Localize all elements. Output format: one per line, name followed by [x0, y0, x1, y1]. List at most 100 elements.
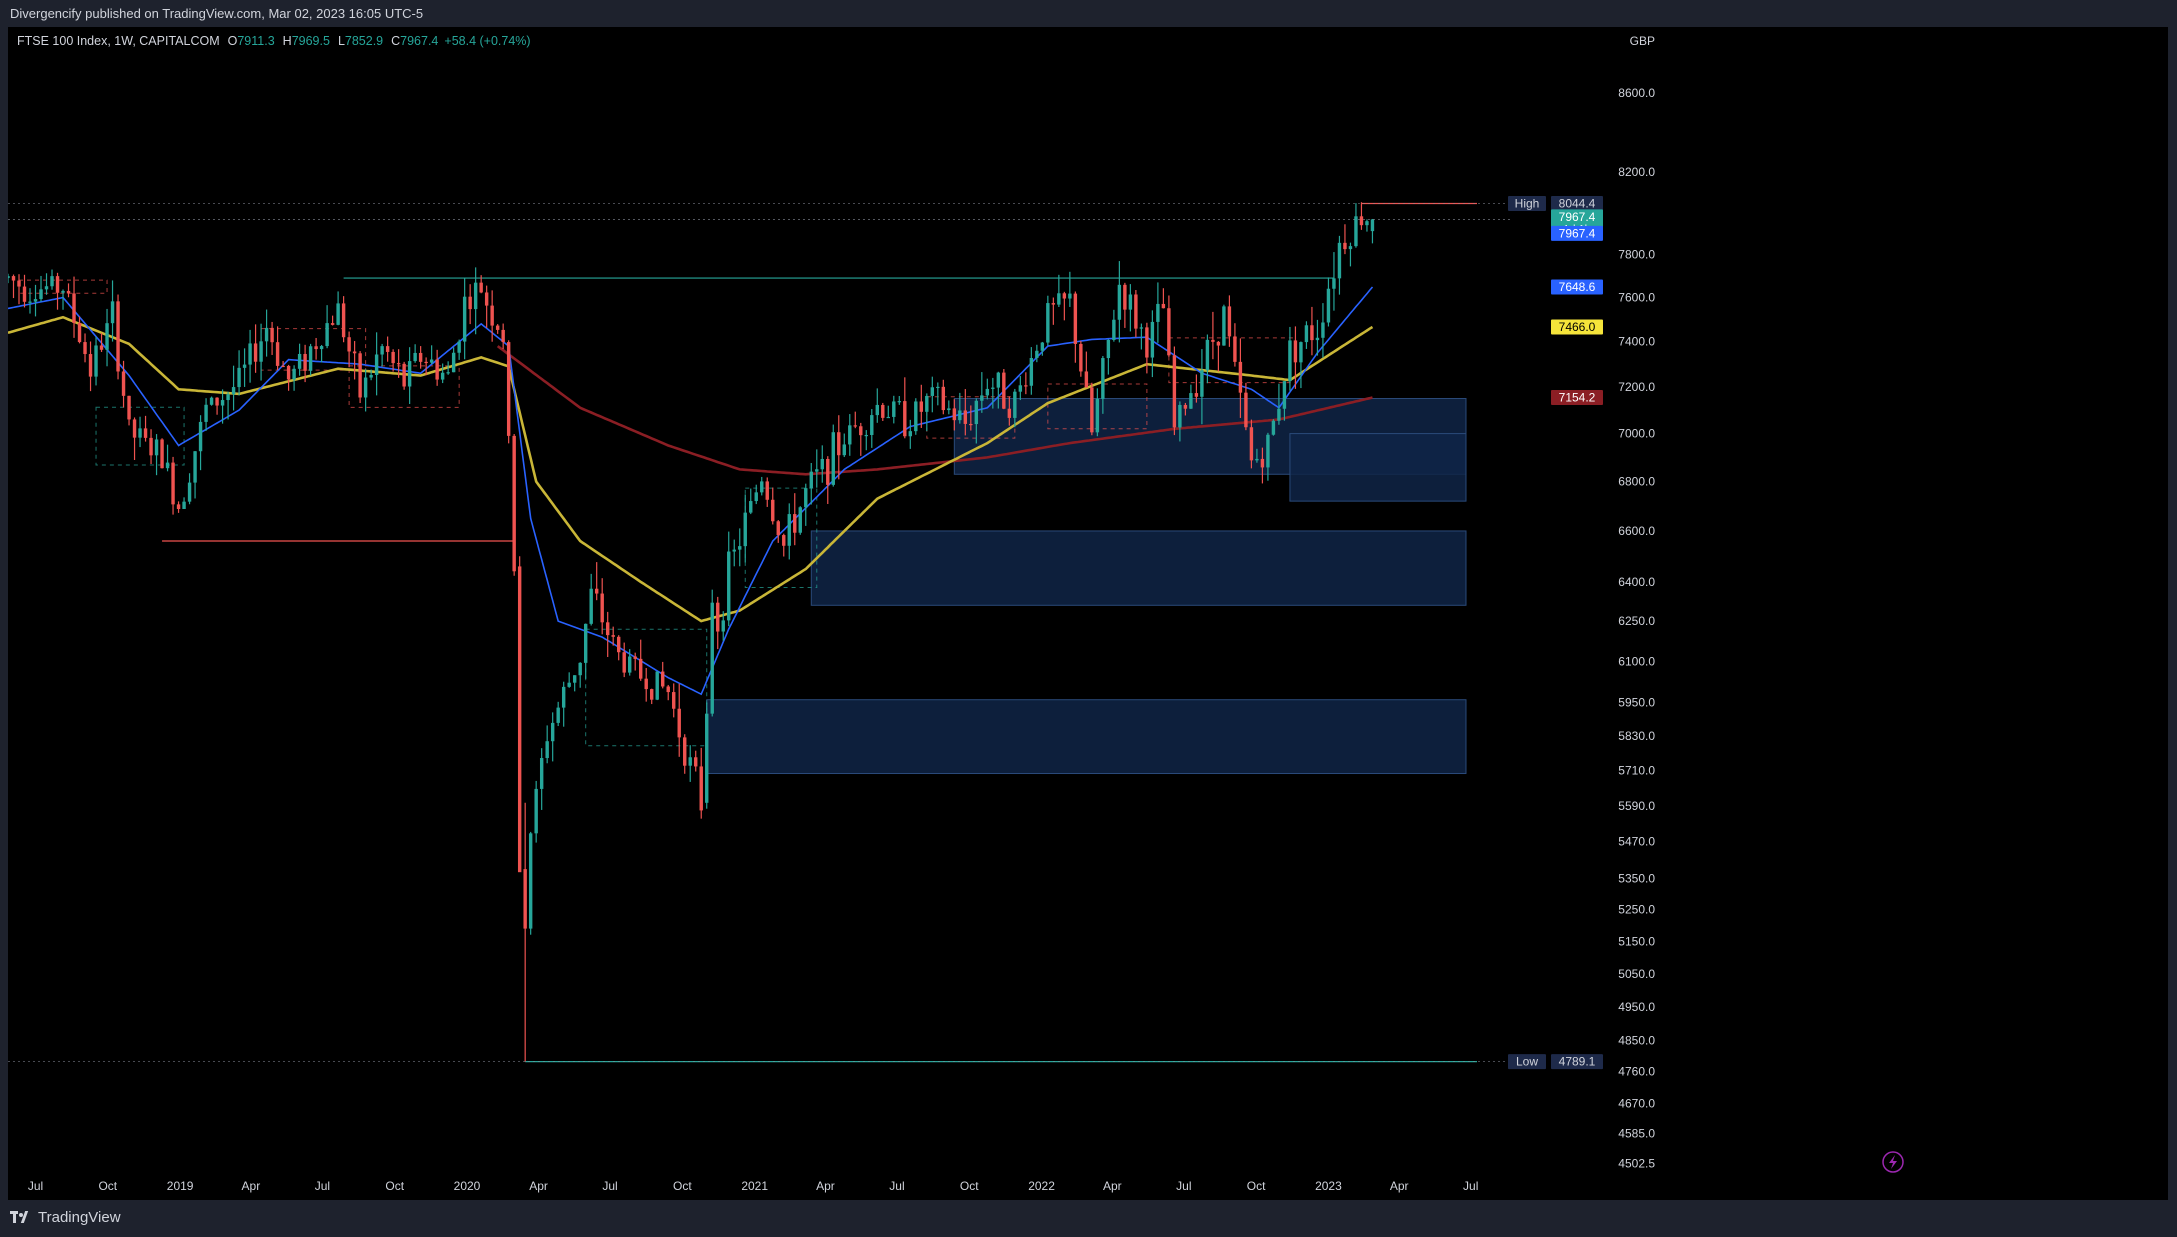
candle-body: [1260, 458, 1265, 468]
candle-body: [143, 428, 148, 438]
candle-body: [1227, 306, 1232, 337]
candle-body: [699, 766, 703, 811]
candle-body: [952, 408, 957, 421]
candle-body: [1117, 284, 1122, 320]
candle-body: [721, 620, 725, 632]
candle-body: [672, 692, 676, 709]
time-tick-label: Jul: [1463, 1179, 1478, 1193]
candle-body: [220, 400, 225, 406]
candle-body: [237, 367, 241, 388]
price-chart[interactable]: 8600.0 8200.0 7800.0 7600.0 7400.0 7200.0 7000…: [6, 27, 2168, 1200]
candle-body: [391, 351, 395, 364]
candle-body: [539, 758, 544, 789]
candle-body: [528, 833, 533, 929]
candle-body: [694, 757, 698, 767]
candle-body: [782, 535, 786, 546]
price-label-bg: [1551, 225, 1603, 241]
candle-body: [732, 549, 736, 552]
candle-body: [336, 303, 340, 325]
candle-body: [793, 514, 797, 533]
candle-body: [1315, 337, 1320, 341]
candle-body: [628, 656, 632, 673]
close-value: 7967.4: [400, 34, 438, 48]
candle-body: [1013, 391, 1017, 418]
candle-body: [402, 363, 406, 387]
time-tick-label: 2019: [167, 1179, 194, 1193]
candle-body: [50, 276, 54, 287]
candle-body: [325, 323, 329, 347]
candle-body: [1326, 288, 1331, 323]
high-label: H: [283, 34, 292, 48]
candle-body: [1222, 306, 1226, 346]
candle-body: [1299, 342, 1303, 363]
candle-body: [1084, 371, 1089, 388]
high-value: 7969.5: [292, 34, 330, 48]
candle-body: [490, 305, 494, 326]
candle-body: [1079, 343, 1083, 372]
price-label-bg: [1551, 279, 1603, 295]
price-tick-label: 7600.0: [1618, 291, 1655, 305]
candle-body: [545, 741, 549, 759]
candle-body: [176, 504, 181, 510]
candle-body: [77, 322, 82, 343]
candle-body: [424, 361, 428, 364]
candle-body: [1046, 303, 1050, 343]
candle-body: [859, 426, 863, 436]
candle-body: [440, 372, 445, 380]
publisher-line: Divergencify published on TradingView.co…: [10, 6, 424, 21]
candle-body: [374, 354, 379, 375]
candle-body: [1249, 427, 1254, 461]
price-tick-label: 4760.0: [1618, 1065, 1655, 1079]
price-tick-label: 5830.0: [1618, 729, 1655, 743]
candle-body: [1282, 381, 1287, 409]
ohlc-values: O7911.3 H7969.5 L7852.9 C7967.4 +58.4 (+0.74…: [228, 34, 531, 48]
time-tick-label: Apr: [1103, 1179, 1122, 1193]
candle-body: [369, 374, 373, 378]
candle-body: [380, 346, 384, 355]
candle-body: [1266, 434, 1270, 468]
legend-header: FTSE 100 Index, 1W, CAPITALCOM O7911.3 H7…: [17, 34, 1655, 48]
candle-body: [132, 419, 137, 438]
candle-body: [1359, 216, 1364, 226]
candle-body: [457, 341, 461, 353]
candle-body: [462, 296, 467, 342]
candle-body: [561, 686, 566, 708]
candle-body: [517, 566, 522, 873]
price-label-text: 7466.0: [1559, 320, 1596, 334]
candle-body: [958, 410, 962, 421]
candle-body: [6, 276, 10, 279]
candle-body: [209, 397, 214, 405]
candle-body: [534, 788, 538, 834]
currency-label: GBP: [1630, 34, 1655, 48]
time-tick-label: 2020: [454, 1179, 481, 1193]
price-axis-label: 7967.4: [1551, 225, 1603, 241]
candle-body: [1310, 325, 1314, 341]
candle-body: [1145, 327, 1149, 358]
candle-body: [1288, 340, 1292, 382]
price-label-bg: [1551, 1054, 1603, 1070]
tradingview-logo[interactable]: TradingView: [10, 1209, 121, 1226]
candle-body: [1200, 370, 1204, 397]
candle-body: [1150, 321, 1155, 358]
time-tick-label: 2021: [741, 1179, 768, 1193]
range-box: [585, 628, 708, 747]
candle-body: [110, 301, 115, 324]
price-tick-label: 5350.0: [1618, 871, 1655, 885]
candle-body: [231, 387, 236, 395]
price-label-bg: [1551, 196, 1603, 212]
price-tick-label: 7200.0: [1618, 380, 1655, 394]
candle-body: [1128, 294, 1133, 310]
chart-pane[interactable]: 8600.0 8200.0 7800.0 7600.0 7400.0 7200.0 7000…: [6, 27, 2168, 1200]
candle-body: [572, 675, 577, 683]
time-tick-label: Jul: [315, 1179, 330, 1193]
candle-body: [1321, 322, 1325, 338]
candle-body: [578, 662, 582, 676]
price-axis-label: 7466.0: [1551, 319, 1603, 335]
candle-body: [550, 722, 555, 742]
candle-body: [776, 521, 780, 536]
open-value: 7911.3: [237, 34, 274, 48]
lightning-icon[interactable]: [1882, 1151, 1904, 1173]
price-tick-label: 6800.0: [1618, 475, 1655, 489]
candle-body: [512, 435, 516, 572]
candle-body: [1123, 284, 1127, 310]
